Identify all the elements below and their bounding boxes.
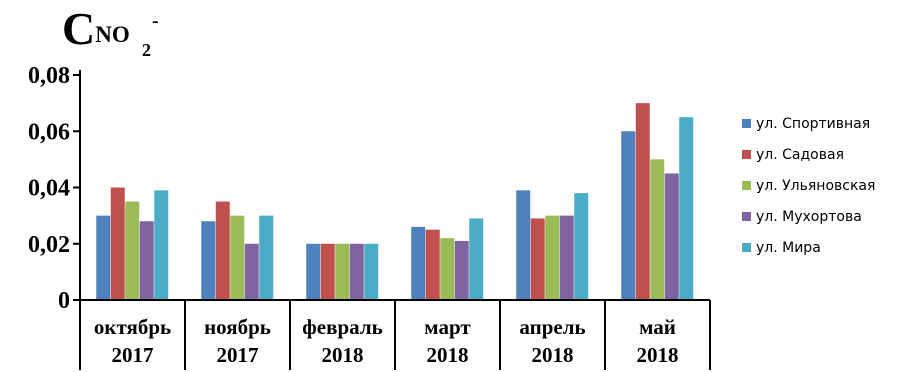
bar <box>679 117 694 300</box>
bar <box>469 218 484 300</box>
bar <box>530 218 545 300</box>
bar <box>621 131 636 300</box>
y-tick-label: 0,02 <box>28 232 70 258</box>
title-superscript: - <box>152 10 159 32</box>
legend-label: ул. Спортивная <box>756 115 871 132</box>
bar <box>335 243 350 300</box>
legend-item: ул. Мира <box>742 232 875 263</box>
bar <box>244 243 259 300</box>
y-tick-label: 0,08 <box>28 63 70 89</box>
chart-title: CNO - 2 <box>62 3 159 61</box>
bar <box>559 215 574 300</box>
title-subscript: NO <box>95 22 130 47</box>
bar <box>635 103 650 300</box>
category-label-year: 2017 <box>112 343 154 367</box>
bar <box>454 240 469 300</box>
legend-swatch <box>742 212 751 221</box>
legend-item: ул. Спортивная <box>742 108 875 139</box>
legend-label: ул. Мухортова <box>756 208 862 225</box>
category-label-month: февраль <box>302 315 382 339</box>
bar <box>320 243 335 300</box>
legend-item: ул. Садовая <box>742 139 875 170</box>
bar <box>411 226 426 300</box>
y-tick-label: 0 <box>58 288 70 314</box>
bar <box>306 243 321 300</box>
y-tick-label: 0,06 <box>28 119 70 145</box>
legend-label: ул. Мира <box>756 239 821 256</box>
category-label-month: октябрь <box>94 315 171 339</box>
bar <box>110 187 125 300</box>
legend: ул. Спортивная ул. Садовая ул. Ульяновская… <box>742 108 875 263</box>
legend-swatch <box>742 243 751 252</box>
category-label-year: 2018 <box>322 343 364 367</box>
category-label-month: май <box>639 315 676 339</box>
title-subscript-index: 2 <box>142 40 151 60</box>
category-label-year: 2018 <box>427 343 469 367</box>
legend-label: ул. Садовая <box>756 146 844 163</box>
category-label-month: апрель <box>519 315 585 339</box>
bar <box>650 159 665 300</box>
category-label-month: март <box>424 315 471 339</box>
bar <box>139 221 154 300</box>
legend-swatch <box>742 181 751 190</box>
category-label-year: 2017 <box>217 343 259 367</box>
legend-swatch <box>742 119 751 128</box>
legend-swatch <box>742 150 751 159</box>
title-main: C <box>62 3 96 54</box>
bar <box>516 190 531 300</box>
legend-label: ул. Ульяновская <box>756 177 876 194</box>
category-label-month: ноябрь <box>204 315 271 339</box>
bar <box>664 173 679 300</box>
legend-item: ул. Мухортова <box>742 201 875 232</box>
bar <box>201 221 216 300</box>
category-label-year: 2018 <box>532 343 574 367</box>
legend-item: ул. Ульяновская <box>742 170 875 201</box>
bar <box>259 215 274 300</box>
bar <box>96 215 111 300</box>
bar <box>230 215 245 300</box>
y-tick-label: 0,04 <box>28 176 70 202</box>
category-label-year: 2018 <box>637 343 679 367</box>
bar <box>125 201 140 300</box>
bar <box>574 193 589 300</box>
bar <box>425 229 440 300</box>
bar <box>215 201 230 300</box>
bar <box>364 243 379 300</box>
bar <box>349 243 364 300</box>
bar <box>440 238 455 300</box>
bar <box>545 215 560 300</box>
bar <box>154 190 169 300</box>
